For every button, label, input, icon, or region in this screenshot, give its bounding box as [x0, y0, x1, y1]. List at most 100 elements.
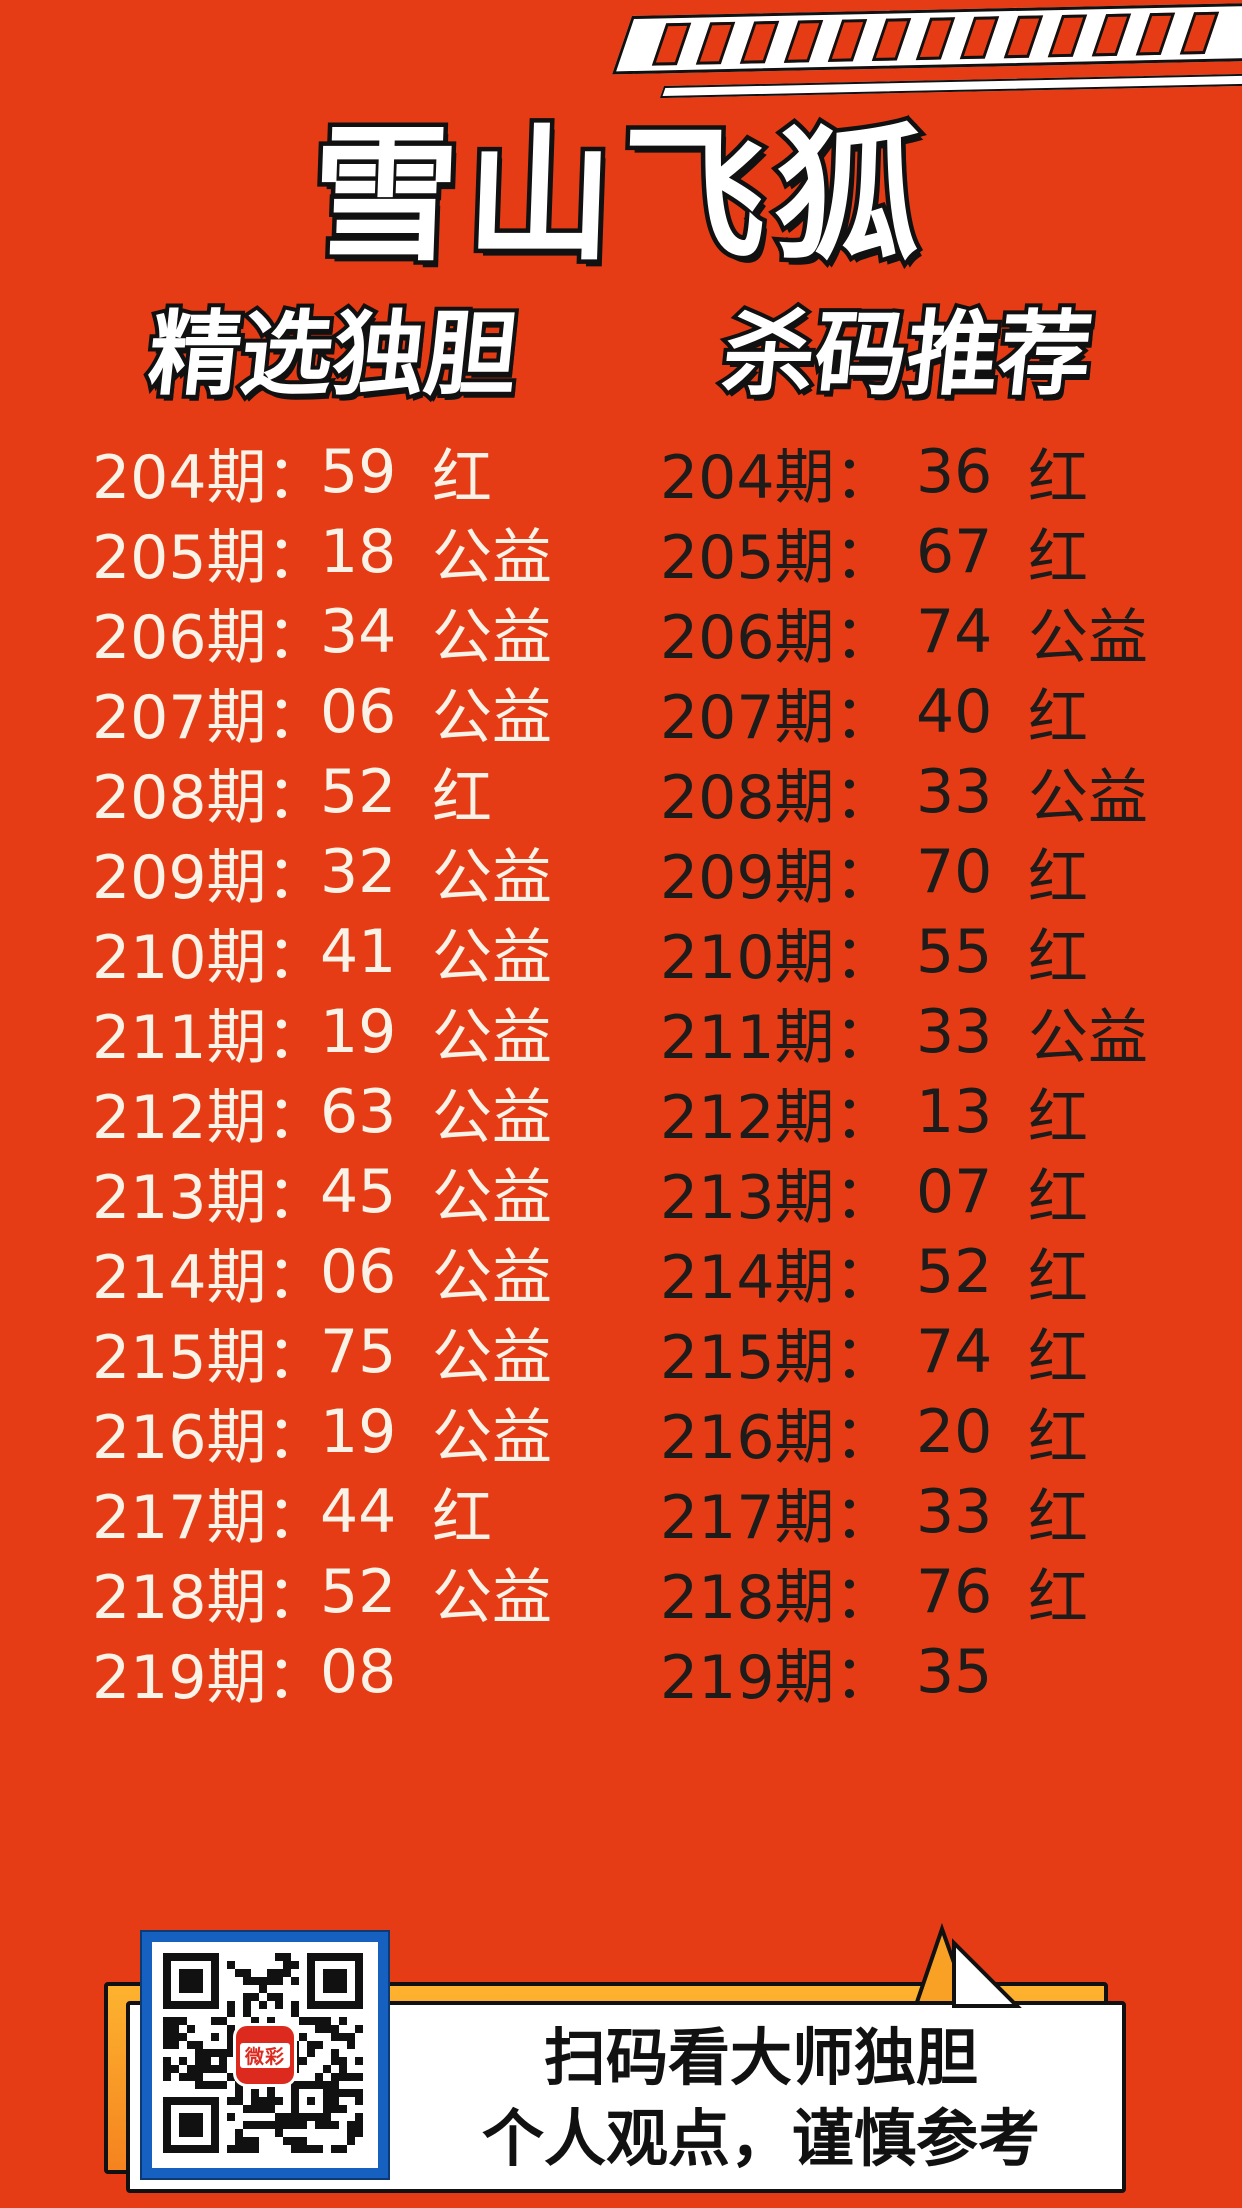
pick-value: 52 — [320, 757, 397, 827]
prediction-row: 216期： 20 红 — [660, 1392, 1148, 1473]
pick-tag: 公益 — [432, 1402, 552, 1473]
pick-tag: 公益 — [432, 842, 552, 913]
poster-title: 雪山飞狐 — [305, 107, 936, 286]
period-label: 218期： — [660, 1562, 895, 1633]
stripe — [695, 21, 736, 65]
period-label: 204期： — [92, 442, 327, 513]
qr-logo-label: 微彩 — [240, 2043, 290, 2068]
qr-code: 微彩 — [140, 1930, 390, 2180]
prediction-row: 211期： 33 公益 — [660, 992, 1148, 1073]
period-label: 217期： — [92, 1482, 327, 1553]
column-header-sha: 杀码推荐 — [714, 297, 1101, 412]
pick-value: 07 — [916, 1157, 993, 1227]
stripe — [1091, 13, 1132, 57]
pick-tag: 红 — [1028, 1562, 1088, 1633]
period-label: 208期： — [660, 762, 895, 833]
period-label: 206期： — [660, 602, 895, 673]
prediction-row: 218期： 52 公益 — [92, 1552, 552, 1633]
pick-tag: 公益 — [432, 1162, 552, 1233]
pick-tag: 红 — [1028, 1482, 1088, 1553]
pick-tag: 公益 — [432, 1562, 552, 1633]
prediction-row: 218期： 76 红 — [660, 1552, 1148, 1633]
pick-value: 18 — [320, 517, 397, 587]
period-label: 209期： — [660, 842, 895, 913]
period-label: 215期： — [92, 1322, 327, 1393]
pick-value: 40 — [916, 677, 993, 747]
pick-tag: 红 — [1028, 1162, 1088, 1233]
qr-pattern — [163, 1953, 363, 2153]
pick-value: 06 — [320, 677, 397, 747]
pick-tag: 红 — [432, 442, 492, 513]
pick-value: 44 — [320, 1477, 397, 1547]
period-label: 207期： — [92, 682, 327, 753]
prediction-row: 211期： 19 公益 — [92, 992, 552, 1073]
stripe — [959, 16, 1000, 60]
pick-value: 52 — [916, 1237, 993, 1307]
pick-value: 13 — [916, 1077, 993, 1147]
pick-tag: 红 — [1028, 442, 1088, 513]
prediction-row: 215期： 75 公益 — [92, 1312, 552, 1393]
pick-value: 36 — [916, 437, 993, 507]
prediction-row: 209期： 32 公益 — [92, 832, 552, 913]
pick-tag: 红 — [1028, 1242, 1088, 1313]
pick-tag: 红 — [1028, 1322, 1088, 1393]
pick-tag: 公益 — [432, 1242, 552, 1313]
prediction-row: 206期： 34 公益 — [92, 592, 552, 673]
pick-tag: 公益 — [432, 922, 552, 993]
pick-tag: 公益 — [432, 1002, 552, 1073]
period-label: 205期： — [660, 522, 895, 593]
pick-tag: 红 — [1028, 1082, 1088, 1153]
stripe — [1135, 12, 1176, 56]
period-label: 204期： — [660, 442, 895, 513]
period-label: 214期： — [660, 1242, 895, 1313]
pick-value: 75 — [320, 1317, 397, 1387]
prediction-row: 207期： 40 红 — [660, 672, 1148, 753]
pick-tag: 公益 — [1028, 1002, 1148, 1073]
stripe — [783, 19, 824, 63]
pick-tag: 红 — [432, 1482, 492, 1553]
pick-value: 33 — [916, 997, 993, 1067]
period-label: 210期： — [92, 922, 327, 993]
footer-line2: 个人观点，谨慎参考 — [481, 2102, 1040, 2175]
pick-value: 33 — [916, 757, 993, 827]
pick-value: 08 — [320, 1637, 397, 1707]
prediction-row: 210期： 55 红 — [660, 912, 1148, 993]
period-label: 213期： — [660, 1162, 895, 1233]
prediction-row: 209期： 70 红 — [660, 832, 1148, 913]
qr-center-logo: 微彩 — [233, 2023, 297, 2087]
period-label: 207期： — [660, 682, 895, 753]
pick-value: 55 — [916, 917, 993, 987]
period-label: 212期： — [92, 1082, 327, 1153]
pick-value: 41 — [320, 917, 397, 987]
period-label: 219期： — [660, 1642, 895, 1713]
pick-tag: 红 — [1028, 922, 1088, 993]
prediction-row: 217期： 44 红 — [92, 1472, 552, 1553]
prediction-row: 204期： 36 红 — [660, 432, 1148, 513]
period-label: 212期： — [660, 1082, 895, 1153]
prediction-row: 219期： 35 — [660, 1632, 1148, 1713]
pick-value: 63 — [320, 1077, 397, 1147]
prediction-row: 206期： 74 公益 — [660, 592, 1148, 673]
period-label: 216期： — [660, 1402, 895, 1473]
prediction-row: 208期： 52 红 — [92, 752, 552, 833]
period-label: 213期： — [92, 1162, 327, 1233]
stripe — [739, 20, 780, 64]
period-label: 209期： — [92, 842, 327, 913]
period-label: 205期： — [92, 522, 327, 593]
stripe — [1003, 15, 1044, 59]
stripe — [827, 19, 868, 62]
period-label: 214期： — [92, 1242, 327, 1313]
pick-tag: 公益 — [1028, 602, 1148, 673]
pick-tag: 公益 — [432, 682, 552, 753]
pick-value: 06 — [320, 1237, 397, 1307]
prediction-row: 208期： 33 公益 — [660, 752, 1148, 833]
period-label: 216期： — [92, 1402, 327, 1473]
prediction-row: 219期： 08 — [92, 1632, 552, 1713]
prediction-row: 205期： 67 红 — [660, 512, 1148, 593]
period-label: 211期： — [660, 1002, 895, 1073]
period-label: 210期： — [660, 922, 895, 993]
column-header-dan: 精选独胆 — [140, 297, 527, 412]
pick-value: 67 — [916, 517, 993, 587]
pick-tag: 红 — [432, 762, 492, 833]
